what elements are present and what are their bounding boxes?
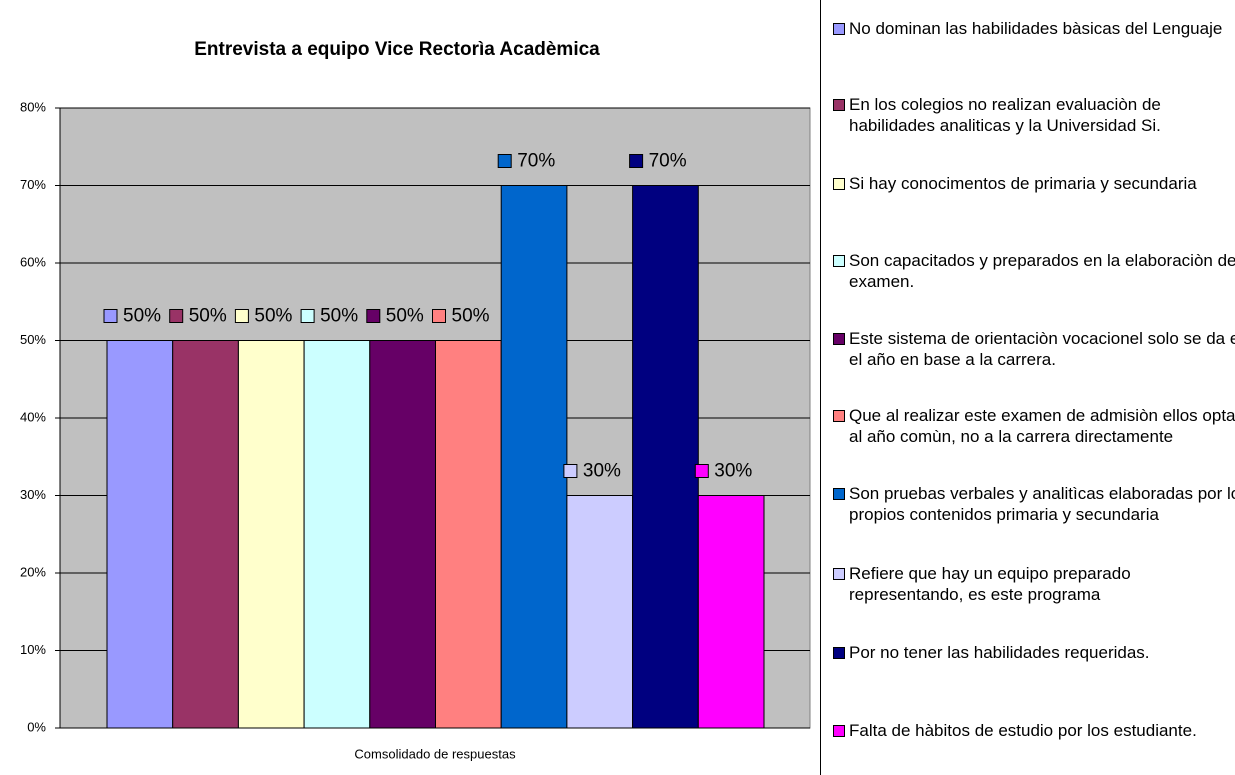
legend-swatch	[833, 647, 845, 659]
y-tick-label: 30%	[20, 487, 46, 502]
value-label: 50%	[189, 306, 227, 327]
legend-swatch	[833, 99, 845, 111]
value-label: 50%	[452, 306, 490, 327]
bar	[369, 340, 436, 729]
value-label: 50%	[254, 306, 292, 327]
legend-label: Son capacitados y preparados en la elabo…	[849, 251, 1235, 291]
y-tick-label: 20%	[20, 564, 46, 579]
bar	[632, 185, 699, 729]
y-tick-label: 60%	[20, 254, 46, 269]
legend-item: Por no tener las habilidades requeridas.	[831, 642, 1235, 663]
legend-swatch	[833, 255, 845, 267]
chart-title: Entrevista a equipo Vice Rectorìa Acadèm…	[194, 39, 600, 60]
legend-item: Si hay conocimentos de primaria y secund…	[831, 173, 1235, 194]
legend-label: Por no tener las habilidades requeridas.	[849, 643, 1150, 662]
y-tick-label: 50%	[20, 332, 46, 347]
y-tick-label: 0%	[27, 719, 46, 734]
value-label-swatch	[497, 154, 512, 168]
bar	[237, 340, 305, 729]
legend-label: Este sistema de orientaciòn vocacionel s…	[849, 329, 1235, 369]
bar	[566, 495, 634, 729]
legend-label: En los colegios no realizan evaluaciòn d…	[849, 95, 1161, 135]
value-label: 30%	[583, 461, 621, 482]
y-tick-label: 70%	[20, 177, 46, 192]
chart: Entrevista a equipo Vice Rectorìa Acadèm…	[20, 39, 811, 761]
legend-item: Son capacitados y preparados en la elabo…	[831, 250, 1235, 292]
legend-label: Son pruebas verbales y analitìcas elabor…	[849, 484, 1235, 524]
value-label: 70%	[649, 151, 687, 172]
legend-swatch	[833, 488, 845, 500]
value-label: 70%	[517, 151, 555, 172]
value-label-swatch	[169, 309, 184, 323]
legend-label: Que al realizar este examen de admisiòn …	[849, 406, 1235, 446]
legend-item: No dominan las habilidades bàsicas del L…	[831, 18, 1235, 39]
y-tick-label: 40%	[20, 409, 46, 424]
x-tick-label: Comsolidado de respuestas	[354, 746, 516, 761]
legend-item: Falta de hàbitos de estudio por los estu…	[831, 720, 1235, 741]
legend-item: En los colegios no realizan evaluaciòn d…	[831, 94, 1235, 136]
legend-label: Falta de hàbitos de estudio por los estu…	[849, 721, 1197, 740]
bar	[172, 340, 239, 729]
legend-swatch	[833, 568, 845, 580]
value-label: 50%	[386, 306, 424, 327]
legend-label: No dominan las habilidades bàsicas del L…	[849, 19, 1223, 38]
legend-item: Refiere que hay un equipo preparado repr…	[831, 563, 1235, 605]
value-label-swatch	[300, 309, 315, 323]
legend-swatch	[833, 725, 845, 737]
bar	[435, 340, 502, 729]
legend-swatch	[833, 23, 845, 35]
value-label: 50%	[320, 306, 358, 327]
legend-swatch	[833, 333, 845, 345]
value-label: 30%	[714, 461, 752, 482]
value-label-swatch	[629, 154, 644, 168]
value-label: 50%	[123, 306, 161, 327]
bar	[500, 185, 568, 729]
bar	[106, 340, 174, 729]
value-label-swatch	[432, 309, 446, 323]
y-tick-label: 10%	[20, 642, 46, 657]
legend-item: Que al realizar este examen de admisiòn …	[831, 405, 1235, 447]
value-label-swatch	[694, 464, 709, 478]
legend-label: Refiere que hay un equipo preparado repr…	[849, 564, 1131, 604]
legend: No dominan las habilidades bàsicas del L…	[820, 0, 1235, 775]
legend-item: Son pruebas verbales y analitìcas elabor…	[831, 483, 1235, 525]
bar	[303, 340, 371, 729]
legend-item: Este sistema de orientaciòn vocacionel s…	[831, 328, 1235, 370]
value-label-swatch	[103, 309, 118, 323]
bar	[697, 495, 765, 729]
value-label-swatch	[563, 464, 578, 478]
legend-swatch	[833, 178, 845, 190]
value-label-swatch	[234, 309, 249, 323]
legend-swatch	[833, 410, 845, 422]
value-label-swatch	[366, 309, 381, 323]
y-tick-label: 80%	[20, 99, 46, 114]
legend-label: Si hay conocimentos de primaria y secund…	[849, 174, 1197, 193]
